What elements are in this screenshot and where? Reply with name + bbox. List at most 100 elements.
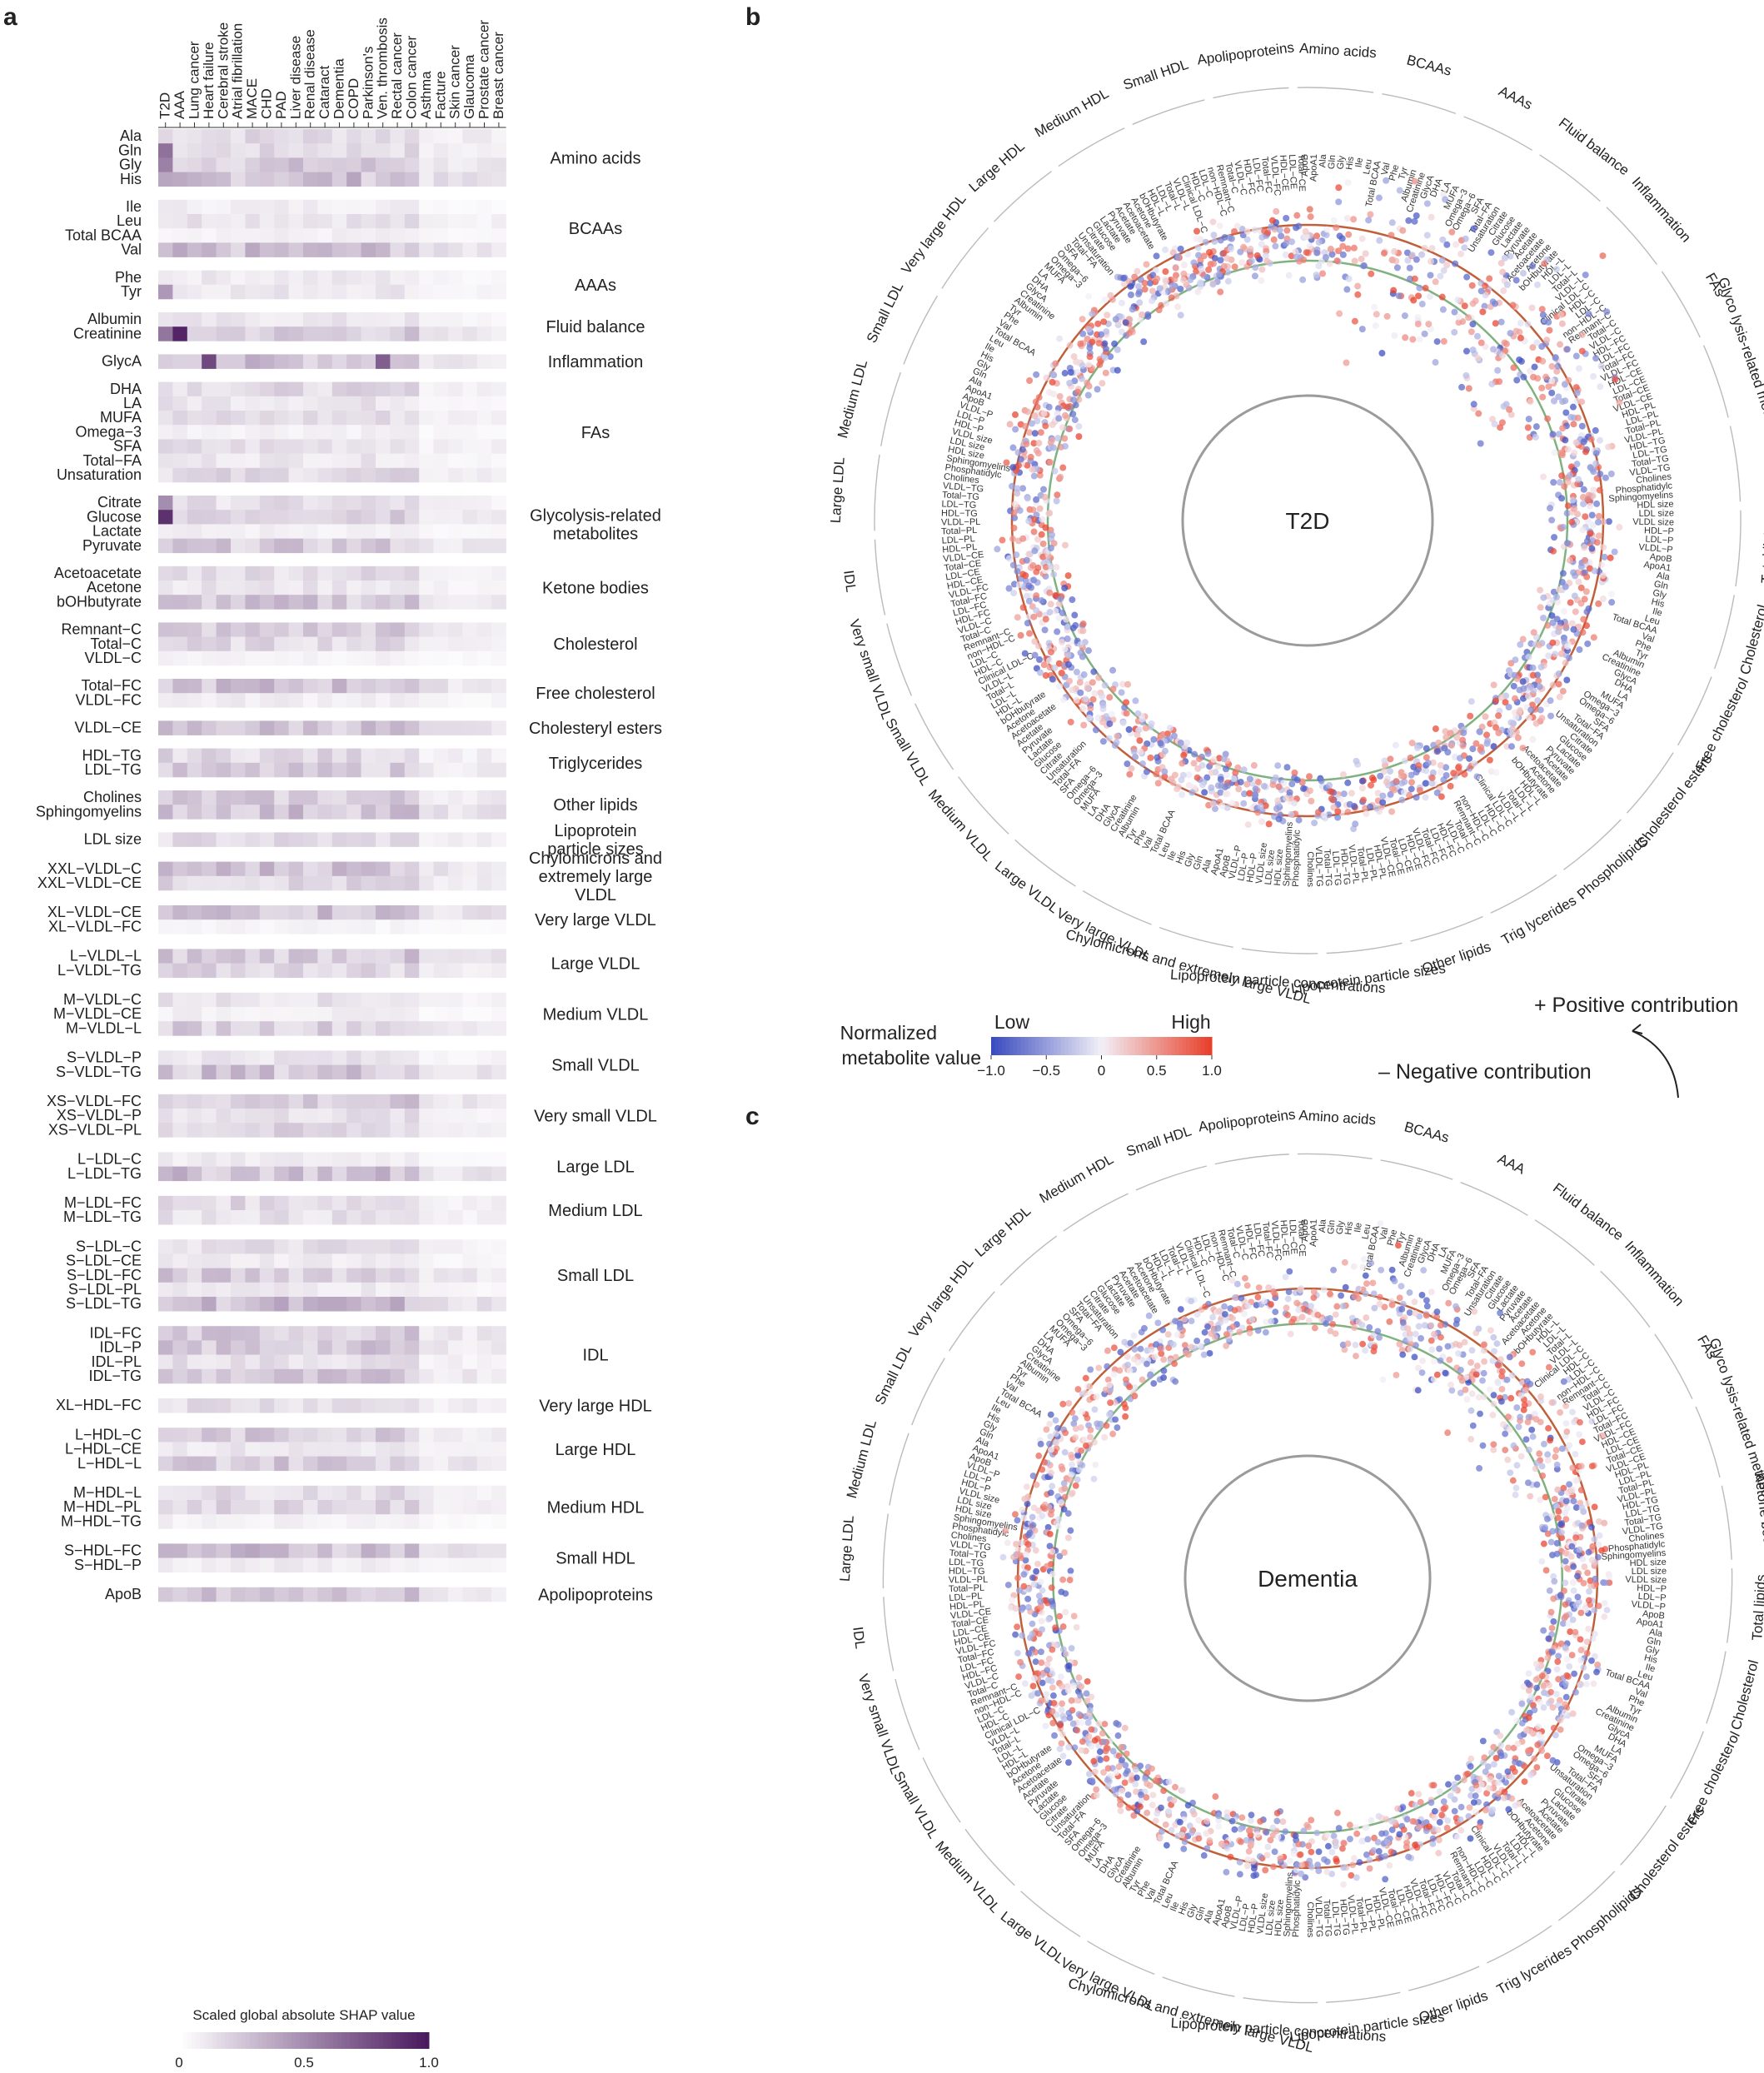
heatmap-cell — [172, 1557, 188, 1573]
data-point — [1240, 800, 1248, 807]
data-point — [1105, 735, 1113, 742]
data-point — [1418, 301, 1426, 308]
data-point — [1327, 246, 1334, 253]
colorbar-step — [1189, 1037, 1194, 1055]
zero-reference-ring — [1046, 259, 1569, 782]
data-point — [1562, 1403, 1569, 1409]
data-point — [1261, 227, 1268, 235]
heatmap-cell — [448, 1428, 463, 1443]
row-label: LDL−TG — [84, 761, 142, 778]
heatmap-cell — [476, 411, 492, 426]
heatmap-cell — [404, 1123, 420, 1138]
data-point — [1114, 1424, 1121, 1431]
colorbar-step — [242, 2032, 247, 2049]
data-point — [1477, 440, 1484, 447]
data-point — [1241, 790, 1248, 798]
heatmap-cell — [448, 1253, 463, 1268]
heatmap-cell — [433, 354, 449, 369]
heatmap-cell — [158, 1297, 173, 1312]
heatmap-cell — [303, 832, 318, 847]
data-point — [1145, 1312, 1153, 1319]
heatmap-cell — [158, 963, 173, 979]
heatmap-cell — [346, 1210, 361, 1225]
heatmap-cell — [433, 467, 449, 483]
heatmap-cell — [448, 1456, 463, 1472]
heatmap-cell — [231, 1297, 246, 1312]
heatmap-cell — [245, 1282, 261, 1298]
data-point — [1313, 249, 1321, 257]
heatmap-cell — [476, 992, 492, 1008]
heatmap-cell — [491, 1268, 506, 1283]
colorbar-step — [254, 2032, 259, 2049]
heatmap-cell — [419, 524, 434, 539]
heatmap-cell — [245, 1268, 261, 1283]
data-point — [1089, 338, 1096, 346]
heatmap-cell — [288, 1123, 304, 1138]
heatmap-cell — [361, 1326, 376, 1341]
sector-label: Apolipoproteins — [1198, 1106, 1297, 1134]
heatmap-cell — [376, 270, 391, 286]
heatmap-cell — [462, 693, 478, 708]
heatmap-cell — [331, 992, 347, 1008]
row-label: S−LDL−C — [76, 1238, 142, 1254]
data-point — [1428, 1288, 1435, 1296]
heatmap-cell — [245, 510, 261, 525]
heatmap-cell — [476, 538, 492, 554]
metabolite-label: ApoA1 — [1643, 560, 1672, 573]
heatmap-cell — [491, 581, 506, 595]
heatmap-cell — [172, 1050, 188, 1065]
heatmap-cell — [433, 1368, 449, 1384]
heatmap-cell — [433, 790, 449, 805]
data-point — [1580, 438, 1587, 446]
heatmap-cell — [172, 129, 188, 144]
heatmap-cell — [172, 1442, 188, 1457]
heatmap-cell — [187, 129, 202, 144]
heatmap-cell — [216, 453, 232, 469]
data-point — [1517, 640, 1524, 648]
data-point — [1323, 226, 1331, 233]
heatmap-cell — [462, 326, 478, 341]
heatmap-cell — [288, 566, 304, 581]
heatmap-cell — [202, 963, 217, 979]
heatmap-cell — [245, 1109, 261, 1124]
data-point — [1262, 802, 1269, 810]
heatmap-cell — [245, 284, 261, 300]
heatmap-cell — [462, 720, 478, 735]
data-point — [1333, 224, 1340, 232]
group-label: Large VLDL — [551, 955, 640, 974]
heatmap-cell — [187, 1239, 202, 1254]
metabolite-label: Total−CE — [1296, 1219, 1307, 1257]
heatmap-cell — [231, 1514, 246, 1529]
heatmap-cell — [317, 1456, 333, 1472]
data-point — [1367, 211, 1374, 218]
data-point — [1577, 563, 1585, 571]
heatmap-cell — [476, 242, 492, 257]
colorbar-step — [1208, 1037, 1213, 1055]
data-point — [1069, 396, 1077, 404]
data-point — [1134, 267, 1141, 275]
heatmap-cell — [274, 679, 289, 694]
heatmap-cell — [274, 524, 289, 539]
data-point — [1025, 597, 1033, 605]
heatmap-cell — [187, 1021, 202, 1036]
heatmap-cell — [331, 1543, 347, 1558]
heatmap-cell — [433, 963, 449, 979]
heatmap-cell — [390, 693, 406, 708]
heatmap-cell — [390, 538, 406, 554]
data-point — [1114, 366, 1121, 374]
heatmap-cell — [303, 312, 318, 327]
colorbar-step — [1075, 1037, 1080, 1055]
heatmap-cell — [346, 1326, 361, 1341]
data-point — [1023, 592, 1030, 600]
heatmap-cell — [187, 581, 202, 595]
data-point — [1306, 242, 1313, 250]
heatmap-cell — [274, 157, 289, 172]
data-point — [1438, 293, 1446, 301]
data-point — [1210, 232, 1218, 239]
data-point — [1248, 257, 1255, 265]
data-point — [1365, 217, 1373, 224]
data-point — [1037, 669, 1044, 676]
heatmap-cell — [317, 1210, 333, 1225]
data-point — [1231, 227, 1238, 235]
heatmap-cell — [303, 1297, 318, 1312]
